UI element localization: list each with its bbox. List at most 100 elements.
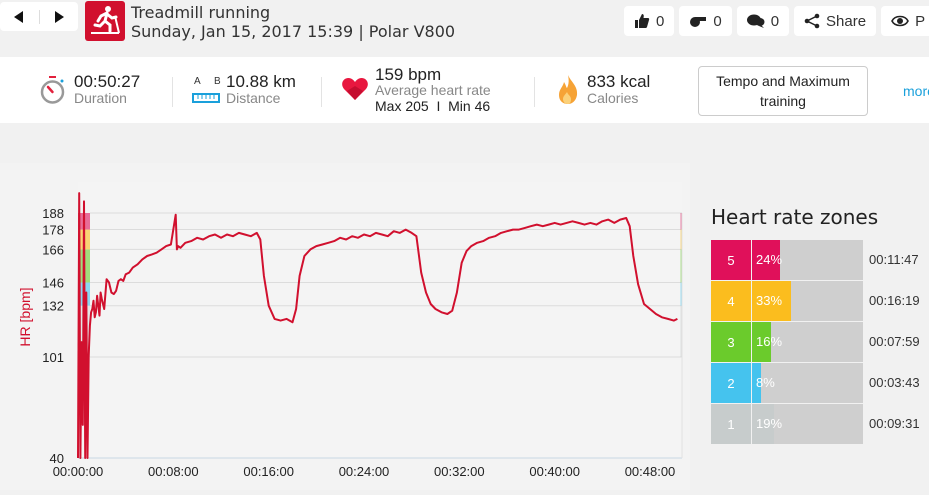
previous-workout-button[interactable]: [0, 2, 39, 31]
y-tick-label: 40: [50, 451, 64, 466]
caret-right-icon: [54, 10, 64, 23]
y-axis-label: HR [bpm]: [17, 287, 33, 346]
zone-bar-fill: [752, 404, 774, 444]
training-type-line1: Tempo and Maximum: [716, 73, 850, 89]
privacy-button[interactable]: P: [881, 6, 929, 36]
x-tick-label: 00:16:00: [243, 464, 294, 479]
nav-divider: [38, 9, 40, 24]
hr-zone-row-1: 1 19% 00:09:31: [711, 404, 929, 444]
x-tick-label: 00:00:00: [53, 464, 104, 479]
share-label: Share: [826, 12, 867, 30]
zone-number: 3: [711, 322, 751, 362]
y-tick-label: 146: [42, 276, 64, 291]
hr-chart-panel: 40 101 132 146 166 178 188 00:00:00 00:08:00 00:…: [0, 163, 690, 490]
more-link[interactable]: more: [903, 83, 929, 99]
calories-value: 833 kcal: [587, 72, 651, 91]
thumbs-up-icon: [635, 14, 650, 28]
distance-b-label: B: [214, 76, 221, 87]
comment-button[interactable]: 0: [736, 6, 790, 36]
zone-bar-track: 16%: [752, 322, 863, 362]
hr-zone-row-4: 4 33% 00:16:19: [711, 281, 929, 321]
x-tick-label: 00:40:00: [529, 464, 580, 479]
distance-value: 10.88 km: [226, 72, 296, 91]
x-tick-label: 00:24:00: [339, 464, 390, 479]
zone-percent: 8%: [756, 375, 775, 390]
treadmill-runner-icon: [85, 1, 125, 41]
summary-bar: 00:50:27 Duration A B 10.88 km Distance …: [0, 57, 929, 123]
flame-icon: [559, 75, 578, 104]
chart-gridlines: [78, 212, 683, 459]
avg-hr-value: 159 bpm: [375, 65, 442, 84]
action-bar: 0 0 0 Share P: [624, 6, 929, 36]
zone-number: 4: [711, 281, 751, 321]
y-tick-label: 132: [42, 299, 64, 314]
zone-bar-track: 24%: [752, 240, 863, 280]
hr-zone-row-5: 5 24% 00:11:47: [711, 240, 929, 280]
x-tick-label: 00:32:00: [434, 464, 485, 479]
zone-bar-track: 8%: [752, 363, 863, 403]
zone-percent: 24%: [756, 252, 783, 267]
divider: [172, 77, 173, 107]
next-workout-button[interactable]: [39, 2, 78, 31]
zone-bar-fill: [752, 240, 780, 280]
y-tick-label: 188: [42, 206, 64, 221]
divider: [534, 77, 535, 107]
y-tick-label: 166: [42, 242, 64, 257]
y-tick-label: 101: [42, 350, 64, 365]
comment-icon: [746, 14, 765, 28]
caret-left-icon: [14, 10, 24, 23]
stopwatch-icon: [40, 76, 65, 104]
workout-subtitle: Sunday, Jan 15, 2017 15:39 | Polar V800: [131, 22, 456, 41]
x-tick-label: 00:48:00: [625, 464, 676, 479]
training-type-line2: training: [760, 93, 806, 109]
whistle-icon: [690, 17, 707, 27]
zone-bar-fill: [752, 322, 771, 362]
zone-number: 5: [711, 240, 751, 280]
zone-time: 00:09:31: [869, 416, 920, 431]
zone-bar-fill: [752, 363, 761, 403]
like-count: 0: [656, 12, 665, 30]
zone-time: 00:07:59: [869, 334, 920, 349]
whistle-count: 0: [713, 12, 722, 30]
zone-time: 00:03:43: [869, 375, 920, 390]
hr-zone-row-3: 3 16% 00:07:59: [711, 322, 929, 362]
hr-line: [77, 192, 678, 459]
distance-a-label: A: [194, 76, 201, 87]
hr-zone-row-2: 2 8% 00:03:43: [711, 363, 929, 403]
y-tick-label: 178: [42, 223, 64, 238]
privacy-label: P: [915, 12, 926, 30]
zone-time: 00:16:19: [869, 293, 920, 308]
zone-number: 2: [711, 363, 751, 403]
zone-percent: 33%: [756, 293, 783, 308]
x-axis-ticks: 00:00:00 00:08:00 00:16:00 00:24:00 00:32:00…: [53, 464, 676, 479]
zone-percent: 19%: [756, 416, 783, 431]
hr-min-max: Max 205 I Min 46: [375, 98, 491, 114]
heart-icon: [342, 78, 368, 100]
share-icon: [804, 13, 820, 29]
duration-label: Duration: [74, 90, 127, 106]
training-type-button[interactable]: Tempo and Maximum training: [698, 66, 868, 116]
workout-nav: [0, 2, 78, 31]
divider: [321, 77, 322, 107]
top-bar: Treadmill running Sunday, Jan 15, 2017 1…: [0, 0, 929, 55]
zone-time: 00:11:47: [869, 252, 919, 267]
share-button[interactable]: Share: [794, 6, 877, 36]
calories-label: Calories: [587, 90, 639, 106]
duration-value: 00:50:27: [74, 72, 141, 91]
zone-bar-fill: [752, 281, 791, 321]
zone-percent: 16%: [756, 334, 783, 349]
like-button[interactable]: 0: [624, 6, 675, 36]
zone-number: 1: [711, 404, 751, 444]
whistle-button[interactable]: 0: [679, 6, 732, 36]
zone-bar-track: 33%: [752, 281, 863, 321]
zone-bar-track: 19%: [752, 404, 863, 444]
avg-hr-label: Average heart rate: [375, 82, 491, 98]
sport-title: Treadmill running: [131, 3, 271, 22]
hr-zones-panel: Heart rate zones 5 24% 00:11:47 4 33% 00:16:1…: [690, 163, 929, 490]
eye-icon: [891, 15, 909, 27]
comment-count: 0: [770, 12, 780, 30]
hr-zones-title: Heart rate zones: [711, 205, 879, 229]
ruler-icon: [192, 93, 220, 103]
y-axis-ticks: 40 101 132 146 166 178 188: [42, 206, 64, 466]
